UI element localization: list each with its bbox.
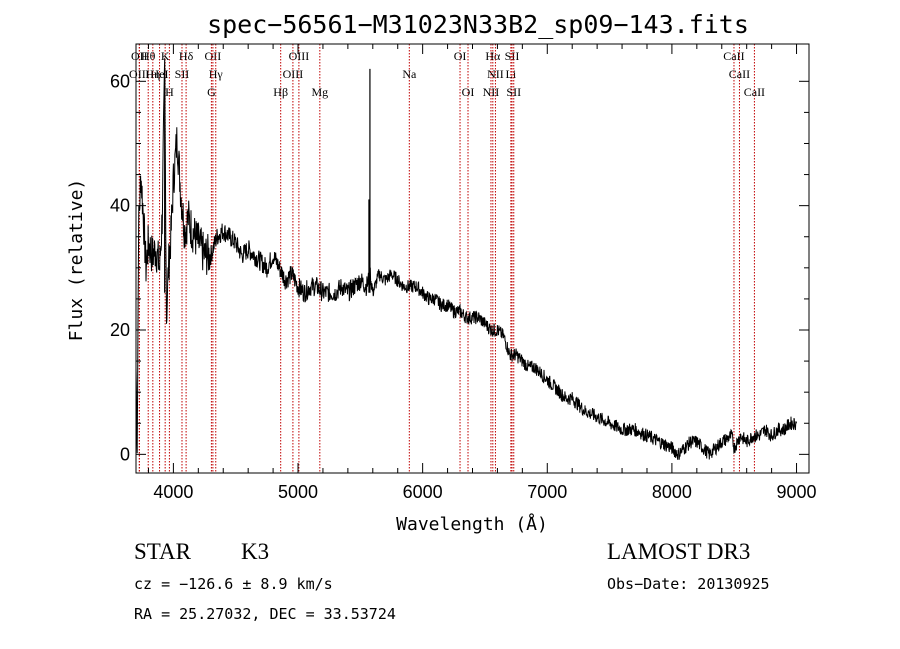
line-marker-label: NII (487, 67, 504, 81)
plot-frame (135, 43, 810, 474)
line-marker-label: NII (483, 85, 500, 99)
line-marker-label: Hα (485, 49, 501, 63)
line-marker-label: Na (402, 67, 417, 81)
line-marker-label: SII (505, 49, 520, 63)
y-tick-label: 20 (110, 320, 130, 340)
x-tick-label: 7000 (527, 482, 567, 502)
object-subclass: K3 (241, 539, 269, 564)
line-marker-label: OI (454, 49, 467, 63)
y-tick-label: 40 (110, 196, 130, 216)
line-marker-label: Hβ (273, 85, 288, 99)
x-tick-label: 4000 (153, 482, 193, 502)
x-tick-label: 5000 (278, 482, 318, 502)
x-tick-label: 9000 (777, 482, 817, 502)
object-class: STAR (134, 539, 192, 564)
line-marker-label: Hδ (179, 49, 194, 63)
line-marker-label: G (207, 85, 216, 99)
line-marker-label: Hθ (141, 49, 156, 63)
chart-title: spec−56561−M31023N33B2_sp09−143.fits (207, 10, 749, 39)
line-marker-label: CaII (744, 85, 765, 99)
y-axis-label: Flux (relative) (66, 179, 87, 342)
line-marker-label: SII (175, 67, 190, 81)
observation-date: Obs−Date: 20130925 (607, 575, 770, 593)
line-marker-label: Mg (311, 85, 328, 99)
x-tick-label: 8000 (652, 482, 692, 502)
line-marker-label: Li (506, 67, 517, 81)
line-marker-label: OIII (129, 67, 150, 81)
line-marker-label: OIII (283, 67, 304, 81)
y-tick-label: 60 (110, 71, 130, 91)
line-marker-label: CaII (723, 49, 744, 63)
x-axis-label: Wavelength (Å) (396, 513, 548, 535)
line-marker-label: K (161, 49, 170, 63)
survey-name: LAMOST DR3 (607, 539, 750, 564)
line-marker-label: OIII (289, 49, 310, 63)
line-marker-label: OI (462, 85, 475, 99)
line-marker-label: Hη (145, 67, 160, 81)
axis-ticks: 4000 5000 6000 7000 8000 9000 0 20 40 60 (110, 44, 817, 502)
spectrum-line (135, 58, 797, 460)
line-marker-label: OII (205, 49, 222, 63)
line-marker-label: Hγ (209, 67, 224, 81)
line-marker-label: CaII (729, 67, 750, 81)
redshift-velocity: cz = −126.6 ± 8.9 km/s (134, 575, 333, 593)
x-tick-label: 6000 (403, 482, 443, 502)
line-marker-label: H (165, 85, 174, 99)
spectrum-spikes (164, 68, 371, 293)
y-tick-label: 0 (120, 444, 130, 464)
ra-dec: RA = 25.27032, DEC = 33.53724 (134, 605, 396, 623)
line-marker-label: SII (506, 85, 521, 99)
